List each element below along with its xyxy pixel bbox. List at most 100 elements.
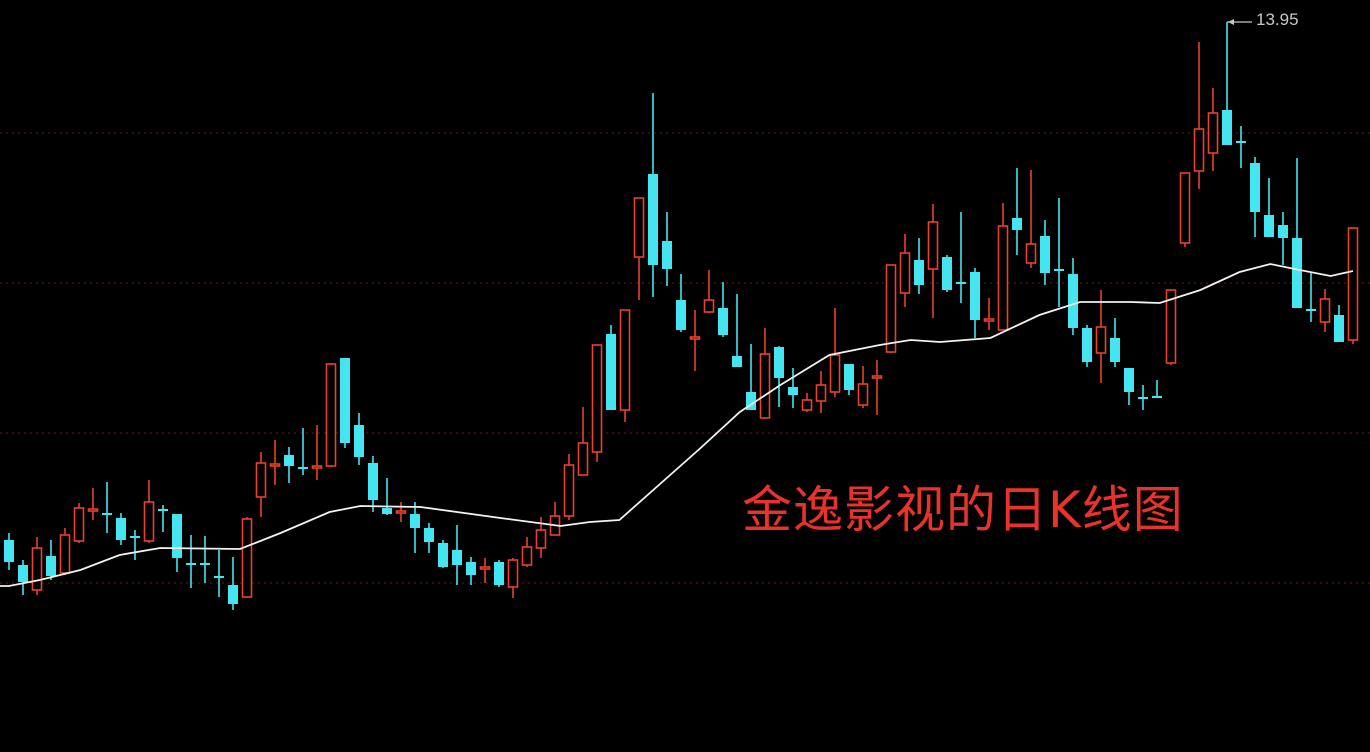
candle-body-down [298, 467, 308, 469]
candle-body-up [857, 383, 869, 406]
candle-body-down [746, 392, 756, 410]
candle-body-up [1025, 243, 1037, 264]
candle-body-down [732, 356, 742, 367]
candle-body-up [759, 353, 771, 419]
candle-body-up [689, 336, 701, 340]
candle-body-down [284, 455, 294, 466]
candle-body-down [1054, 269, 1064, 271]
candle-body-down [942, 257, 952, 290]
candle-body-up [395, 510, 407, 514]
candle-body-down [382, 508, 392, 514]
candle-body-down [4, 540, 14, 562]
candle-body-up [535, 529, 547, 549]
candle-body-up [801, 399, 813, 411]
candle-body-up [325, 363, 337, 467]
candle-body-down [606, 334, 616, 410]
candle-body-down [494, 562, 504, 585]
candle-body-up [87, 508, 99, 512]
candle-body-down [718, 308, 728, 335]
candle-body-down [1278, 225, 1288, 238]
candle-body-up [1207, 112, 1219, 154]
candle-body-down [172, 514, 182, 558]
candle-body-up [255, 462, 267, 498]
candle-body-down [1110, 338, 1120, 362]
candle-body-down [1082, 328, 1092, 362]
candle-body-up [1319, 298, 1331, 323]
candle-body-up [829, 354, 841, 393]
candle-body-down [354, 425, 364, 457]
candle-body-down [1068, 274, 1078, 328]
candle-body-down [424, 528, 434, 542]
candle-body-up [59, 534, 71, 574]
candle-body-down [200, 563, 210, 565]
candle-body-up [31, 547, 43, 591]
candle-body-down [1264, 215, 1274, 237]
candle-body-up [619, 309, 631, 411]
candle-body-up [1193, 128, 1205, 172]
candle-body-up [927, 221, 939, 270]
candle-body-down [1012, 218, 1022, 230]
candle-body-down [410, 514, 420, 528]
candle-body-down [774, 347, 784, 378]
candle-body-down [1292, 238, 1302, 308]
candle-body-up [563, 464, 575, 517]
candle-body-up [1095, 326, 1107, 354]
candle-body-down [466, 562, 476, 575]
candle-body-up [241, 518, 253, 598]
candle-body-down [844, 364, 854, 390]
chart-title: 金逸影视的日K线图 [742, 481, 1184, 539]
candle-body-down [1250, 163, 1260, 212]
candle-body-up [143, 501, 155, 542]
candle-body-up [507, 559, 519, 588]
candle-body-down [648, 174, 658, 265]
candle-body-up [633, 197, 645, 258]
candle-body-up [1165, 289, 1177, 364]
candle-body-up [591, 344, 603, 453]
candle-body-down [1334, 315, 1344, 342]
candle-body-down [914, 260, 924, 285]
candle-body-down [18, 565, 28, 582]
candle-body-up [983, 318, 995, 322]
candle-body-down [1138, 397, 1148, 399]
candle-body-down [1040, 236, 1050, 273]
candle-body-up [1347, 227, 1359, 341]
candle-body-down [214, 576, 224, 578]
candle-body-down [1222, 110, 1232, 145]
candle-body-down [130, 536, 140, 538]
candle-body-down [676, 300, 686, 330]
candle-body-down [102, 513, 112, 515]
candle-body-up [885, 264, 897, 353]
candle-body-down [662, 241, 672, 269]
candle-body-up [997, 225, 1009, 331]
candle-body-up [521, 546, 533, 566]
candle-body-down [186, 563, 196, 565]
candle-body-down [452, 550, 462, 565]
candle-body-down [1124, 368, 1134, 392]
candle-body-up [899, 252, 911, 294]
candle-body-up [73, 507, 85, 542]
candle-body-down [1152, 396, 1162, 398]
candle-body-up [871, 375, 883, 379]
candle-body-down [438, 543, 448, 567]
candle-body-down [970, 272, 980, 320]
max-arrow-icon [1228, 19, 1234, 25]
candle-body-up [577, 442, 589, 476]
candle-body-up [1179, 172, 1191, 244]
candle-body-down [46, 556, 56, 576]
candle-body-down [116, 518, 126, 540]
max-price-label: 13.95 [1256, 10, 1299, 29]
candle-body-down [228, 585, 238, 604]
candle-body-up [311, 465, 323, 469]
candle-body-up [479, 566, 491, 570]
candle-body-down [788, 387, 798, 395]
candle-body-down [158, 509, 168, 511]
candle-body-down [1306, 309, 1316, 311]
moving-average-line [0, 263, 1354, 587]
candle-body-up [269, 463, 281, 467]
candle-body-down [956, 282, 966, 284]
candle-body-down [340, 358, 350, 443]
candle-body-up [703, 299, 715, 313]
candle-body-down [368, 463, 378, 500]
candle-body-up [815, 384, 827, 402]
